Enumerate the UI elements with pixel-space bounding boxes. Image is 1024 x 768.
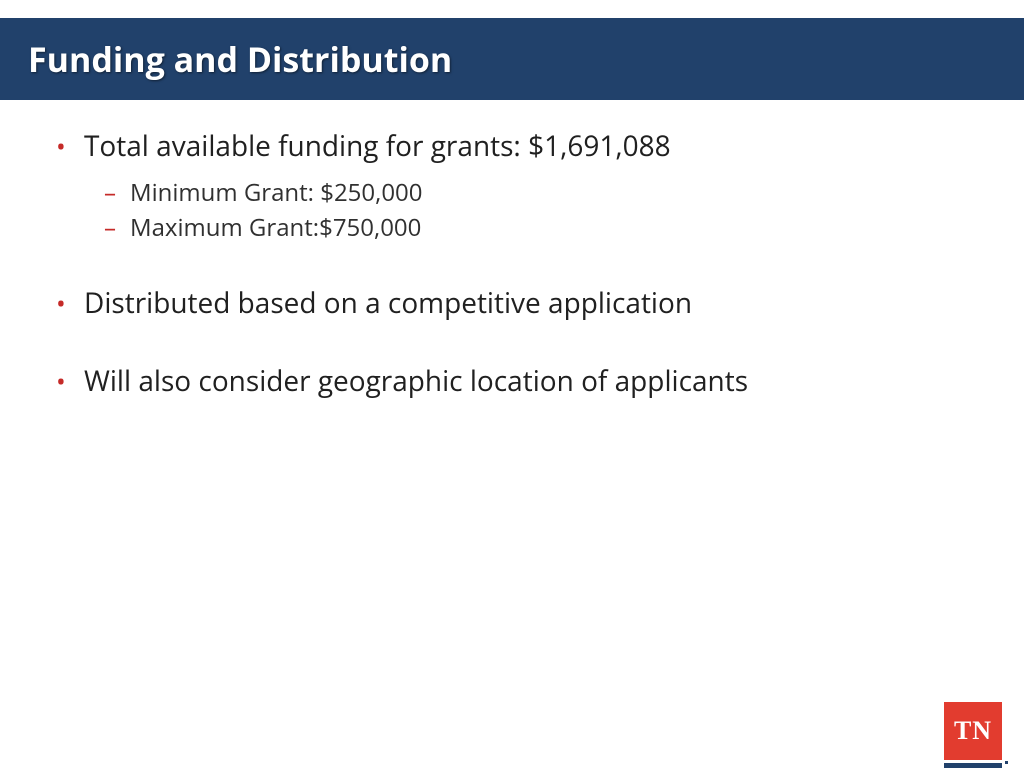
tn-logo-underline: [944, 763, 1002, 768]
tn-logo: TN: [944, 702, 1002, 768]
tn-logo-text: TN: [954, 716, 992, 746]
list-item-text: Total available funding for grants: $1,6…: [84, 127, 671, 165]
list-item: Will also consider geographic location o…: [50, 363, 974, 401]
page-title: Funding and Distribution: [28, 36, 996, 82]
sub-list-item: Maximum Grant:$750,000: [84, 211, 974, 245]
bullet-list: Total available funding for grants: $1,6…: [50, 128, 974, 401]
list-item: Total available funding for grants: $1,6…: [50, 128, 974, 245]
list-item-text: Distributed based on a competitive appli…: [84, 284, 692, 322]
list-item: Distributed based on a competitive appli…: [50, 285, 974, 323]
header-bar: Funding and Distribution: [0, 18, 1024, 100]
tn-logo-box: TN: [944, 702, 1002, 760]
sub-list: Minimum Grant: $250,000 Maximum Grant:$7…: [84, 176, 974, 245]
list-item-text: Will also consider geographic location o…: [84, 362, 748, 400]
tn-logo-dot: [1005, 761, 1008, 764]
slide-content: Total available funding for grants: $1,6…: [0, 100, 1024, 401]
sub-list-item: Minimum Grant: $250,000: [84, 176, 974, 210]
